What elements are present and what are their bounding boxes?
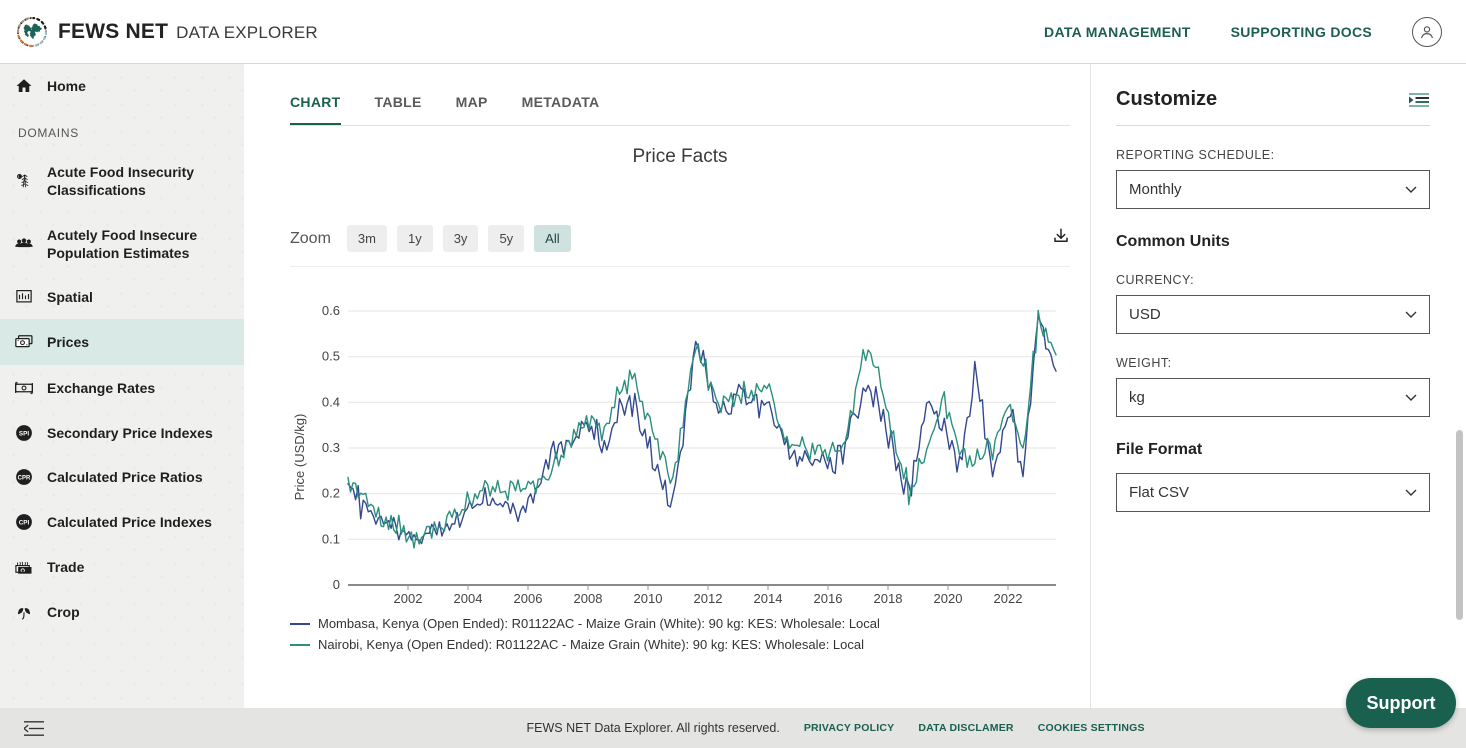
svg-text:0.2: 0.2 xyxy=(322,486,340,501)
svg-text:!: ! xyxy=(18,176,19,180)
svg-text:2014: 2014 xyxy=(754,591,783,606)
svg-text:2004: 2004 xyxy=(454,591,483,606)
svg-text:0.5: 0.5 xyxy=(322,349,340,364)
svg-text:SPI: SPI xyxy=(19,431,29,438)
svg-text:2012: 2012 xyxy=(694,591,723,606)
svg-text:2018: 2018 xyxy=(874,591,903,606)
svg-text:0: 0 xyxy=(333,577,340,592)
svg-text:2002: 2002 xyxy=(394,591,423,606)
svg-text:CPR: CPR xyxy=(18,476,31,482)
svg-text:0.3: 0.3 xyxy=(322,440,340,455)
svg-text:2020: 2020 xyxy=(934,591,963,606)
svg-text:0.4: 0.4 xyxy=(322,394,340,409)
svg-text:2010: 2010 xyxy=(634,591,663,606)
svg-text:2006: 2006 xyxy=(514,591,543,606)
svg-text:2008: 2008 xyxy=(574,591,603,606)
svg-text:2022: 2022 xyxy=(994,591,1023,606)
svg-text:CPI: CPI xyxy=(19,519,30,526)
svg-text:0.6: 0.6 xyxy=(322,303,340,318)
svg-text:0.1: 0.1 xyxy=(322,531,340,546)
svg-text:2016: 2016 xyxy=(814,591,843,606)
svg-text:Price (USD/kg): Price (USD/kg) xyxy=(292,414,307,501)
